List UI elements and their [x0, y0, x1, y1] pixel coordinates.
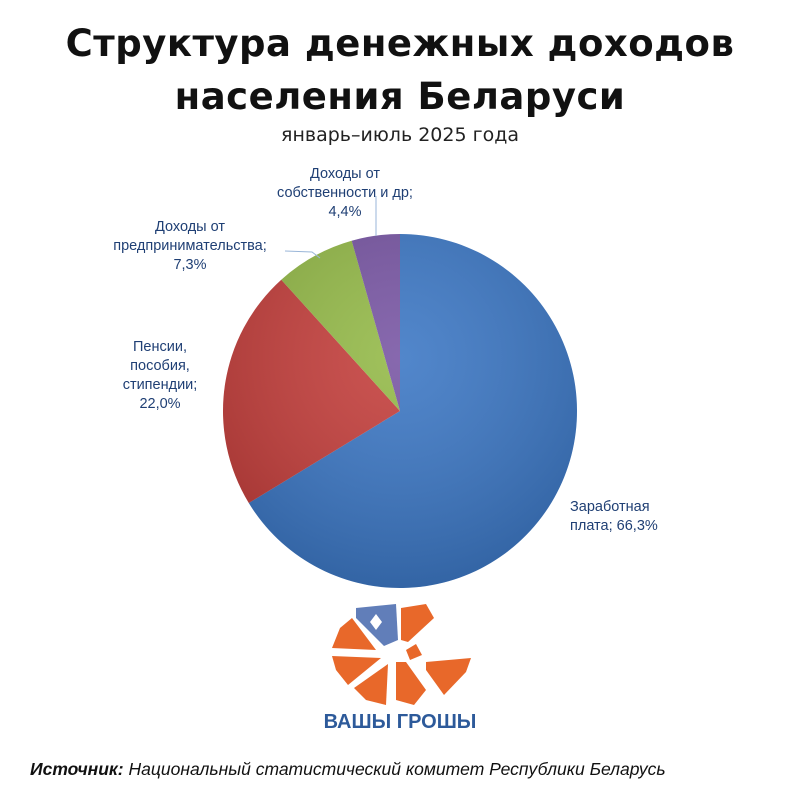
- data-label-entrepreneurship: Доходы от предпринимательства; 7,3%: [90, 218, 290, 275]
- data-label-line: Заработная: [570, 499, 650, 515]
- leader-line-entrepreneurship: [284, 250, 321, 259]
- data-label-line: предпринимательства;: [113, 238, 267, 254]
- vashy-groshy-logo-icon: [332, 604, 471, 705]
- chart-title-line-2: населения Беларуси: [174, 75, 626, 118]
- data-label-property: Доходы от собственности и др; 4,4%: [260, 165, 430, 222]
- source-label: Источник:: [30, 759, 124, 779]
- data-label-line: Пенсии,: [133, 339, 187, 355]
- data-label-line: плата; 66,3%: [570, 518, 658, 534]
- chart-title-line-1: Структура денежных доходов: [65, 22, 735, 65]
- data-label-line: 4,4%: [328, 204, 362, 220]
- chart-subtitle: январь–июль 2025 года: [281, 124, 519, 146]
- data-label-wages: Заработная плата; 66,3%: [570, 498, 658, 536]
- logo-text: ВАШЫ ГРОШЫ: [323, 711, 477, 733]
- data-label-line: 7,3%: [173, 257, 207, 273]
- source-text: Национальный статистический комитет Респ…: [128, 759, 666, 779]
- data-label-line: 22,0%: [139, 396, 181, 412]
- data-label-line: пособия,: [130, 358, 190, 374]
- data-label-pensions: Пенсии, пособия, стипендии; 22,0%: [100, 338, 220, 414]
- data-label-line: собственности и др;: [277, 185, 413, 201]
- data-label-line: стипендии;: [122, 377, 198, 393]
- data-label-line: Доходы от: [309, 166, 380, 182]
- source-note: Источник: Национальный статистический ко…: [30, 759, 666, 780]
- data-label-line: Доходы от: [154, 219, 225, 235]
